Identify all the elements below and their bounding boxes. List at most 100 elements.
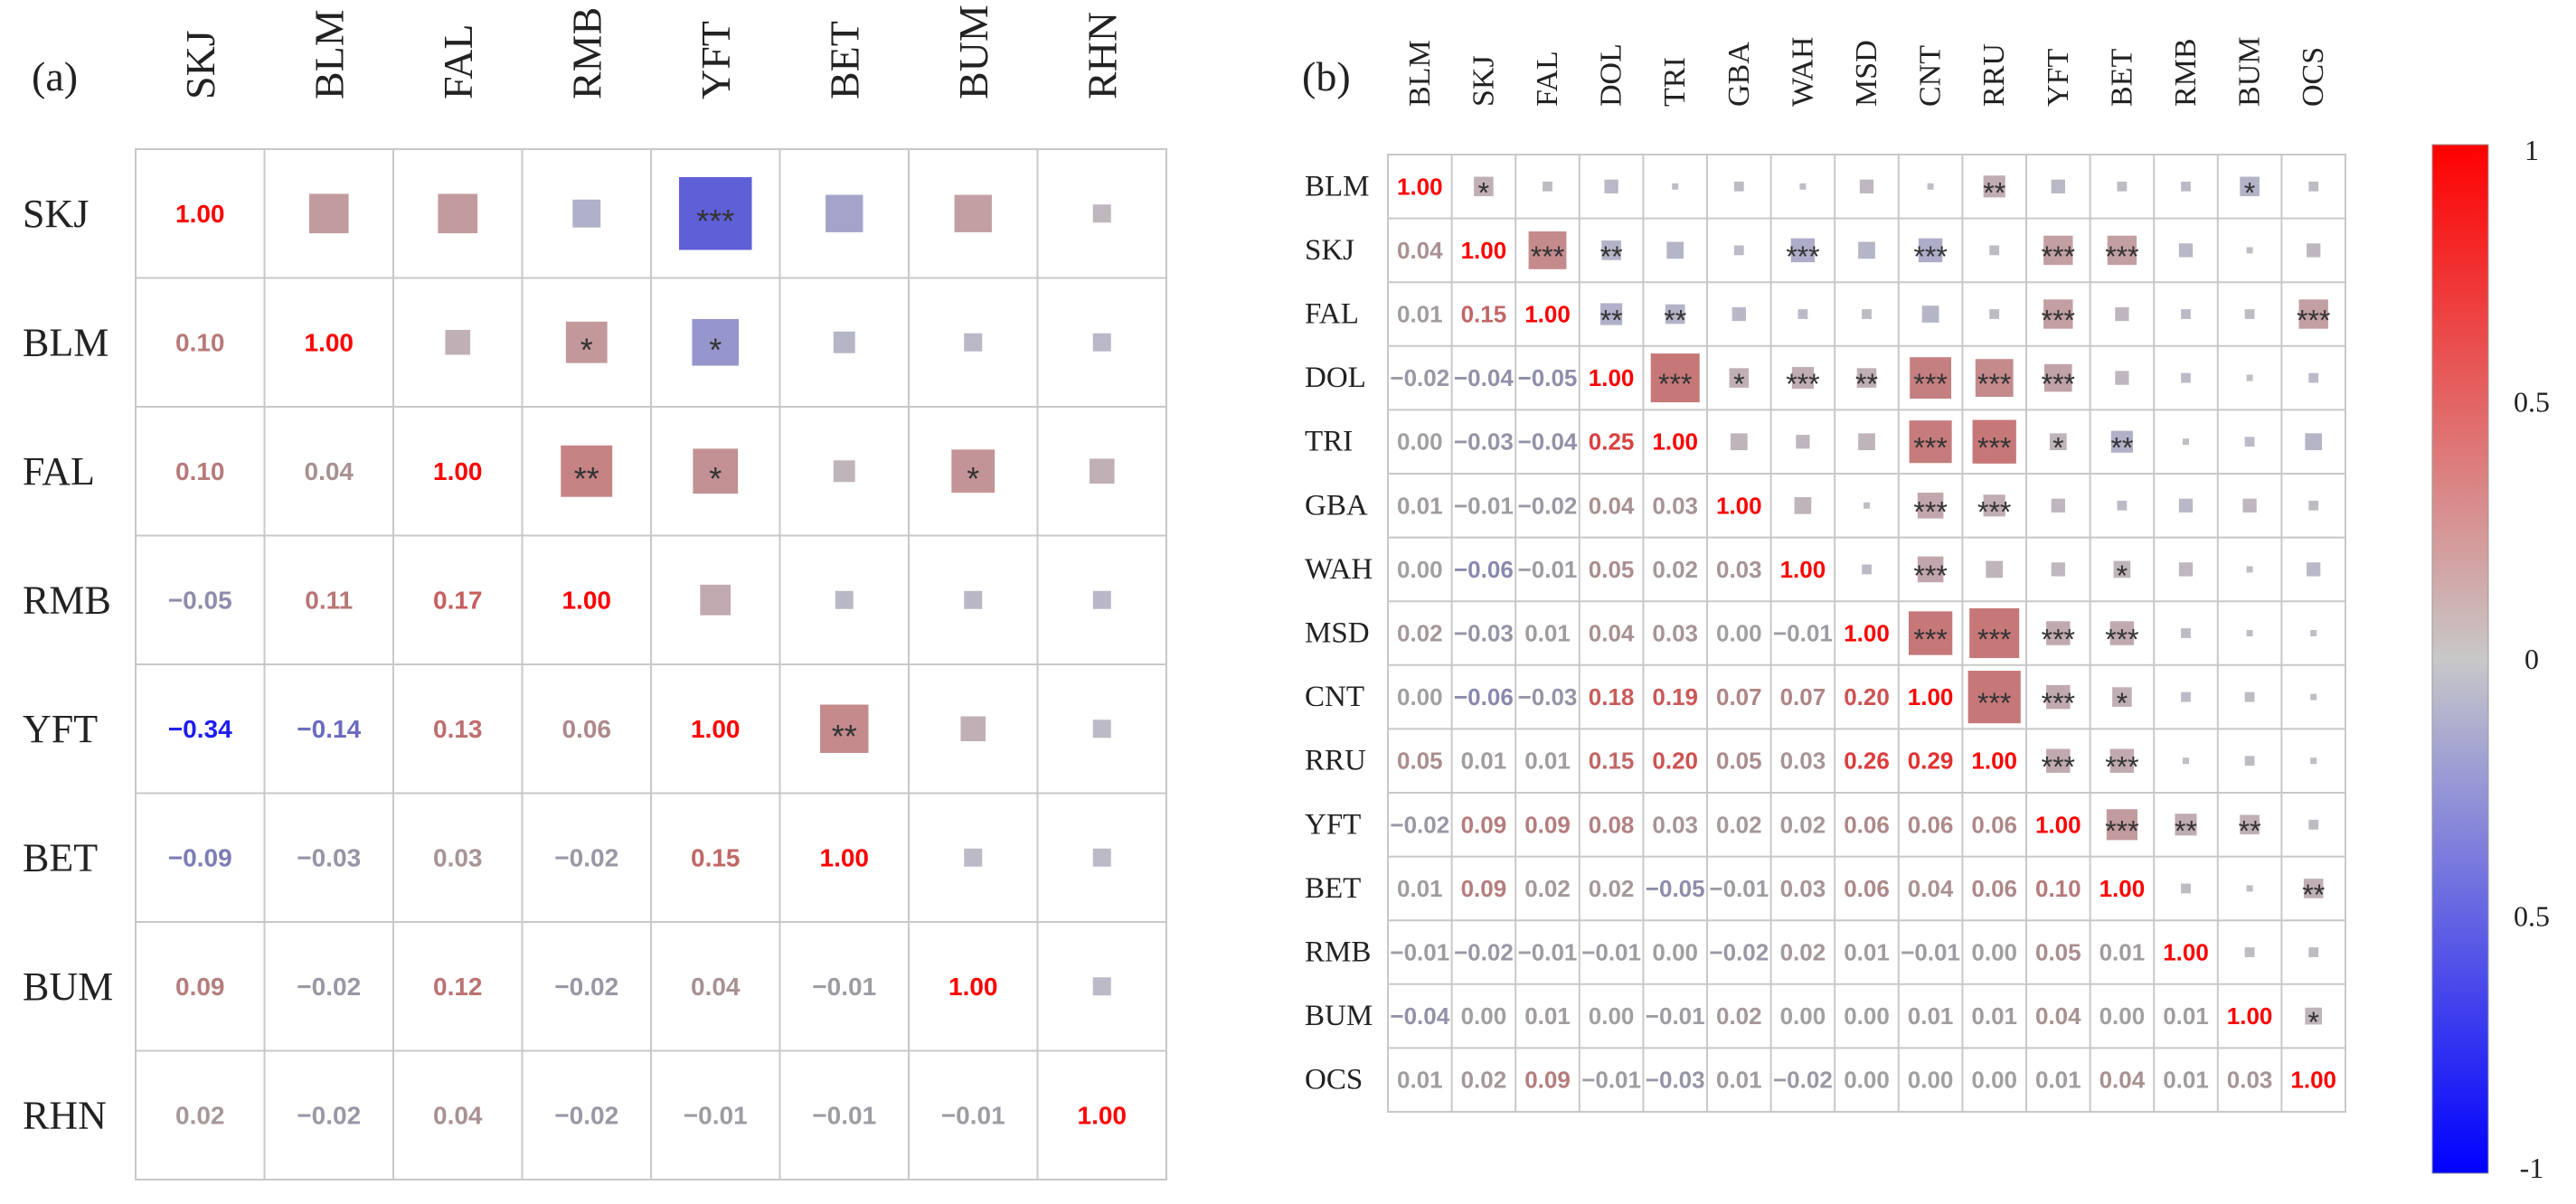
significance-mark: *** [1977, 432, 2011, 465]
value-label: −0.03 [1518, 683, 1578, 710]
value-label: 0.05 [2035, 939, 2081, 966]
column-header-blm: BLM [1403, 40, 1437, 107]
correlation-square [1921, 306, 1939, 323]
significance-mark: * [1733, 368, 1744, 400]
value-label: −0.01 [684, 1101, 748, 1129]
correlation-square [2178, 498, 2194, 513]
correlation-square [2310, 693, 2317, 701]
correlation-square [2115, 371, 2129, 385]
value-label: 1.00 [1397, 173, 1443, 200]
correlation-square [1927, 183, 1934, 190]
correlation-square [438, 193, 478, 234]
correlation-square [2112, 687, 2132, 707]
significance-mark: *** [2297, 305, 2330, 337]
value-label: 0.01 [1971, 1002, 2017, 1030]
column-header-bet: BET [821, 21, 867, 99]
colorbar-tick-label: 1 [2524, 134, 2539, 166]
correlation-square [833, 460, 855, 483]
row-header-rmb: RMB [23, 578, 111, 622]
value-label: 0.01 [2163, 1067, 2209, 1094]
correlation-square [1909, 420, 1952, 464]
significance-mark: *** [2105, 814, 2138, 847]
value-label: −0.03 [1454, 428, 1514, 456]
correlation-square [2244, 947, 2255, 957]
correlation-square [1092, 720, 1111, 738]
correlation-square [2113, 560, 2131, 578]
correlation-square [2181, 372, 2191, 383]
correlation-square [1798, 309, 1808, 319]
value-label: 0.01 [2035, 1067, 2081, 1094]
value-label: −0.01 [1709, 875, 1769, 902]
correlation-square [2307, 562, 2321, 577]
value-label: 0.20 [1844, 683, 1890, 710]
significance-mark: *** [1658, 368, 1692, 400]
value-label: 0.08 [1589, 811, 1635, 838]
significance-mark: *** [1913, 368, 1947, 400]
correlation-square [2181, 691, 2191, 702]
value-label: 0.00 [1908, 1067, 1954, 1094]
correlation-square [820, 704, 869, 753]
correlation-square [1666, 241, 1684, 259]
value-label: −0.01 [1581, 939, 1641, 966]
correlation-square [2183, 438, 2189, 446]
value-label: 0.15 [1589, 748, 1635, 775]
value-label: 0.05 [1397, 748, 1443, 775]
value-label: 0.03 [1652, 492, 1698, 519]
correlation-square [2246, 247, 2253, 254]
value-label: 0.04 [1589, 620, 1635, 647]
correlation-square [1733, 245, 1744, 256]
value-label: −0.05 [1518, 364, 1578, 391]
significance-mark: *** [1786, 240, 1819, 273]
value-label: 0.15 [691, 843, 741, 871]
value-label: −0.02 [1773, 1067, 1833, 1094]
value-label: 0.09 [1461, 811, 1507, 838]
grid-border-b [1387, 154, 2346, 1113]
column-header-tri: TRI [1658, 57, 1692, 107]
value-label: 0.19 [1652, 683, 1698, 710]
column-header-bum: BUM [950, 5, 996, 99]
correlation-square [445, 329, 471, 355]
value-label: 0.00 [1652, 939, 1698, 966]
value-label: 0.02 [1652, 556, 1698, 583]
significance-mark: ** [1983, 176, 2005, 209]
row-header-msd: MSD [1305, 617, 1370, 650]
value-label: 0.03 [2227, 1067, 2273, 1094]
significance-mark: *** [1531, 240, 1564, 273]
row-header-blm: BLM [1305, 170, 1370, 202]
value-label: −0.04 [1390, 1002, 1449, 1030]
value-label: 0.02 [1780, 811, 1826, 838]
column-header-cnt: CNT [1914, 45, 1948, 107]
correlation-square [2043, 235, 2073, 266]
row-header-tri: TRI [1305, 426, 1353, 458]
correlation-square [561, 445, 613, 497]
column-header-gba: GBA [1722, 42, 1756, 107]
column-header-skj: SKJ [177, 30, 223, 99]
value-label: 0.02 [1780, 939, 1826, 966]
correlation-square [2181, 181, 2191, 192]
correlation-square [1983, 494, 2005, 517]
correlation-square [954, 194, 992, 232]
correlation-square [2244, 691, 2255, 702]
value-label: 0.00 [1716, 620, 1762, 647]
significance-mark: *** [1913, 432, 1947, 465]
significance-mark: ** [2110, 432, 2133, 465]
value-label: −0.02 [1709, 939, 1769, 966]
value-label: 0.00 [1971, 1067, 2017, 1094]
correlation-square [2240, 814, 2260, 835]
column-header-msd: MSD [1850, 40, 1883, 107]
value-label: 0.01 [1844, 939, 1890, 966]
value-label: 0.17 [433, 586, 483, 614]
value-label: −0.09 [168, 843, 232, 871]
value-label: 0.09 [1524, 1067, 1571, 1094]
significance-mark: ** [1600, 305, 1623, 337]
value-label: 0.18 [1589, 683, 1635, 710]
row-header-wah: WAH [1305, 553, 1373, 586]
correlation-square [2051, 498, 2065, 513]
value-label: −0.02 [1518, 492, 1578, 519]
correlation-square [2308, 500, 2319, 511]
row-header-ocs: OCS [1305, 1064, 1363, 1096]
value-label: 0.06 [1844, 811, 1890, 838]
value-label: −0.01 [1454, 492, 1514, 519]
value-label: 1.00 [1844, 620, 1890, 647]
value-label: −0.02 [1454, 939, 1514, 966]
